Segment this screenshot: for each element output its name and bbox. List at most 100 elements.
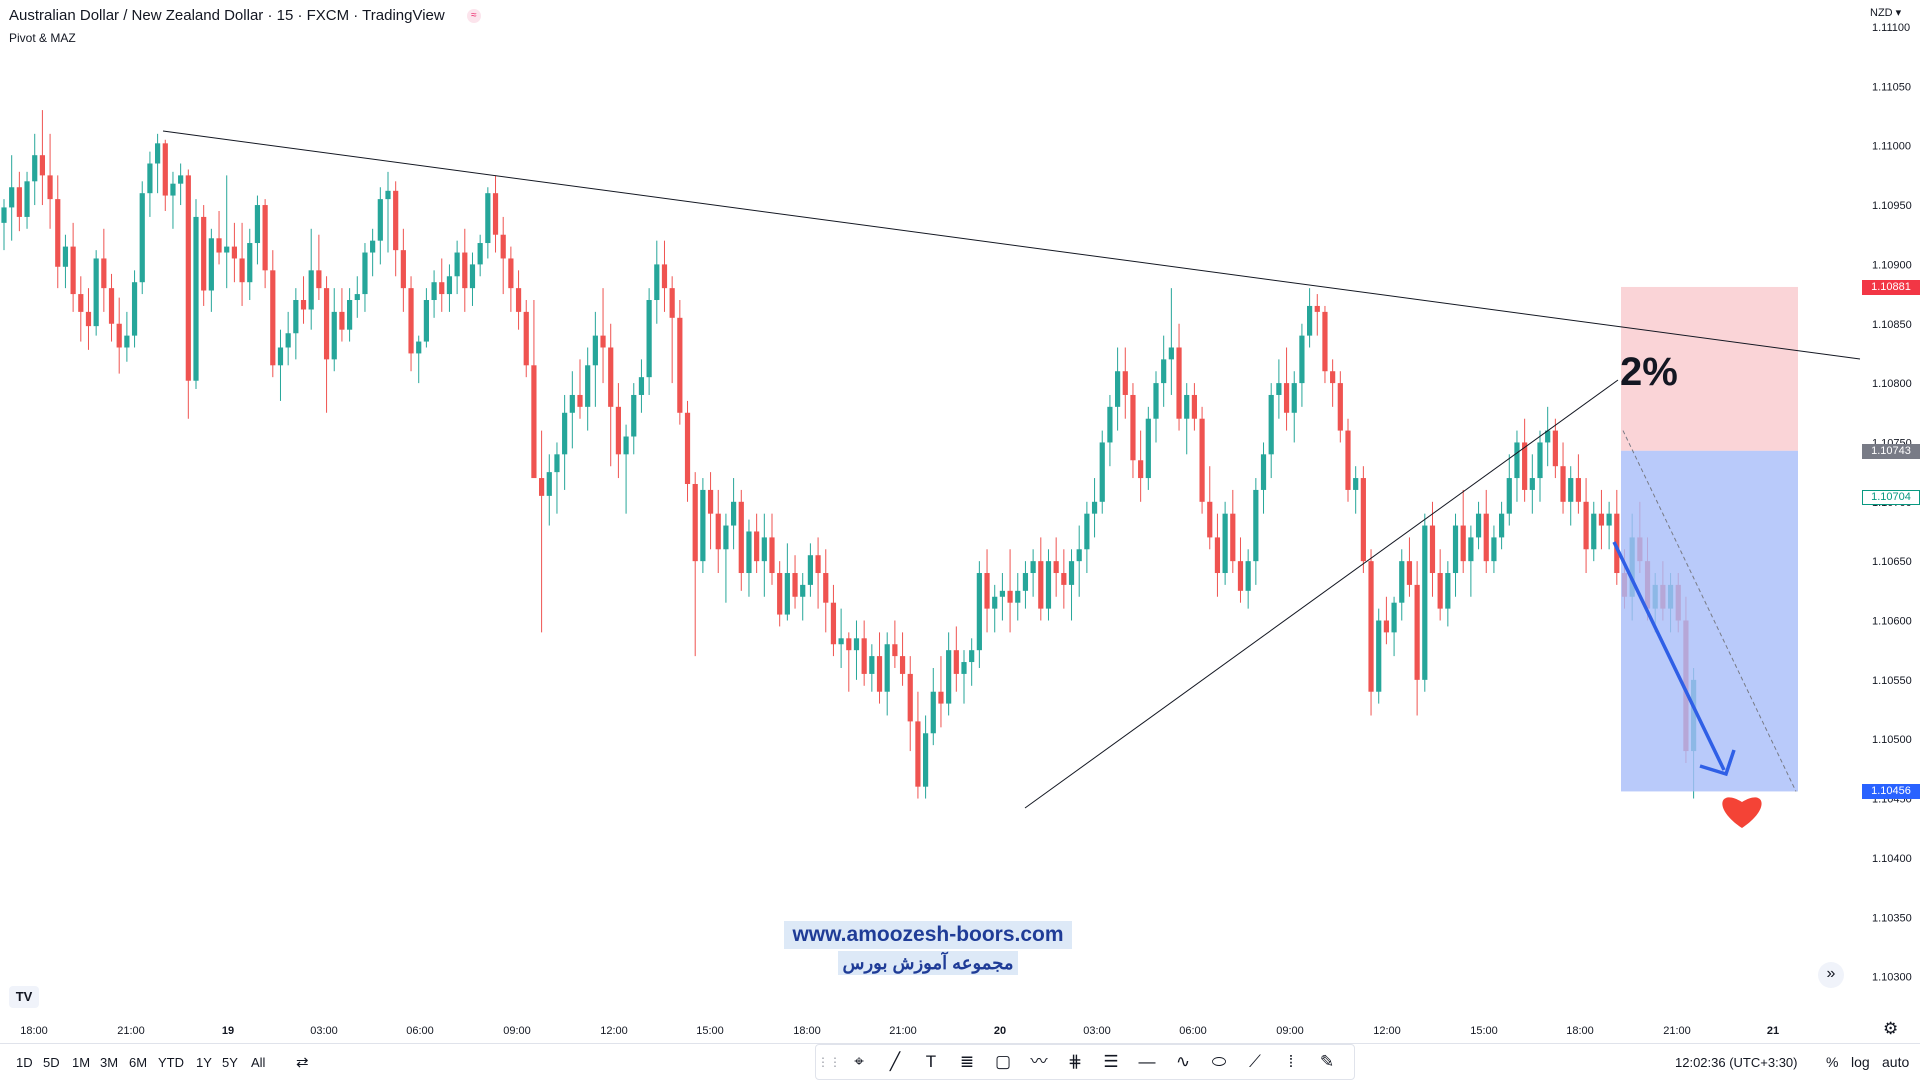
candle-up	[1445, 573, 1451, 609]
currency-selector[interactable]: NZD ▾	[1870, 7, 1902, 19]
candle-down	[1038, 561, 1044, 609]
timeframe-ytd[interactable]: YTD	[158, 1055, 184, 1070]
candle-up	[1022, 573, 1029, 591]
candle-down	[1053, 561, 1059, 574]
log-toggle[interactable]: log	[1851, 1054, 1870, 1070]
auto-toggle[interactable]: auto	[1882, 1054, 1910, 1070]
candle-down	[1414, 584, 1420, 680]
candle-up	[592, 335, 598, 366]
candle-down	[1360, 478, 1366, 562]
trendline-icon[interactable]: ╱	[889, 1052, 901, 1071]
price-tick-label: 1.10500	[1872, 734, 1912, 746]
clock[interactable]: 12:02:36 (UTC+3:30)	[1675, 1055, 1798, 1070]
candle-up	[308, 270, 314, 310]
candle-down	[1314, 305, 1320, 312]
time-tick-label: 06:00	[1179, 1025, 1207, 1037]
candle-down	[669, 288, 675, 318]
candle-up	[930, 691, 936, 734]
candle-down	[1552, 430, 1558, 467]
candle-up	[1084, 513, 1090, 550]
ellipse-icon[interactable]: ⬭	[1211, 1052, 1227, 1071]
percent-toggle[interactable]: %	[1826, 1054, 1839, 1070]
timeframe-5d[interactable]: 5D	[43, 1055, 60, 1070]
candle-down	[500, 234, 506, 259]
text-icon[interactable]: T	[925, 1052, 937, 1071]
candle-up	[700, 489, 706, 562]
rectangle-icon[interactable]: ▢	[994, 1052, 1012, 1071]
drag-handle-icon[interactable]: ⋮⋮	[817, 1055, 841, 1069]
candle-up	[1475, 513, 1482, 538]
candle-down	[78, 294, 84, 312]
candle-up	[277, 347, 284, 366]
candle-up	[1452, 525, 1459, 574]
candle-up	[431, 282, 437, 301]
symbol-title[interactable]: Australian Dollar / New Zealand Dollar ·…	[9, 7, 445, 24]
candle-up	[853, 638, 860, 651]
date-range-icon[interactable]: ⇄	[296, 1054, 309, 1071]
price-tick-label: 1.11000	[1872, 141, 1911, 153]
candle-down	[201, 216, 207, 291]
brush-icon[interactable]: 〰	[1030, 1052, 1048, 1071]
timeframe-1y[interactable]: 1Y	[196, 1055, 212, 1070]
candle-down	[892, 644, 898, 657]
price-tick-label: 1.10850	[1872, 319, 1912, 331]
timeframe-all[interactable]: All	[251, 1055, 266, 1070]
candle-down	[984, 573, 990, 609]
candle-up	[155, 143, 161, 164]
gear-icon[interactable]: ⚙	[1883, 1019, 1899, 1038]
time-tick-label: 06:00	[406, 1025, 434, 1037]
scroll-to-realtime-icon[interactable]: »	[1818, 962, 1844, 988]
candle-up	[631, 394, 637, 437]
price-chart[interactable]: 2% 1.111001.110501.110001.109501.109001.…	[0, 0, 1920, 1040]
price-tick-label: 1.10350	[1872, 912, 1912, 924]
candle-up	[807, 555, 813, 585]
candle-down	[1130, 394, 1136, 461]
watermark: www.amoozesh-boors.com مجموعه آموزش بورس	[784, 921, 1072, 977]
candle-up	[416, 341, 422, 354]
candle-down	[1176, 347, 1182, 419]
pitchfork-icon[interactable]: ⋕	[1067, 1052, 1083, 1071]
candle-up	[446, 276, 453, 295]
candle-down	[1437, 573, 1443, 609]
indicator-label[interactable]: Pivot & MAZ	[9, 31, 76, 45]
candle-down	[615, 406, 621, 455]
candle-up	[961, 662, 967, 674]
horizontal-line-icon[interactable]: —	[1138, 1052, 1156, 1071]
candle-up	[1568, 478, 1574, 502]
candle-down	[846, 638, 852, 651]
descending-trendline	[162, 130, 1861, 360]
candle-up	[254, 205, 261, 244]
candle-down	[600, 335, 606, 348]
candle-down	[408, 288, 414, 354]
timeframe-6m[interactable]: 6M	[129, 1055, 148, 1070]
fib-fan-icon[interactable]: ⟋	[1249, 1052, 1261, 1071]
candle-down	[815, 555, 821, 574]
gann-icon[interactable]: ☰	[1103, 1052, 1119, 1071]
candle-down	[492, 193, 499, 235]
pin-icon[interactable]: ⌖	[854, 1052, 864, 1071]
drawings-layer: 2%	[162, 130, 1861, 828]
wave-icon[interactable]: ≈	[466, 9, 481, 24]
candle-up	[454, 252, 460, 277]
candle-down	[515, 288, 522, 312]
candle-up	[569, 394, 575, 413]
candle-down	[1191, 394, 1197, 419]
candle-up	[62, 246, 69, 267]
pattern-icon[interactable]: ∿	[1175, 1052, 1191, 1071]
timeframe-5y[interactable]: 5Y	[222, 1055, 238, 1070]
candle-up	[178, 175, 184, 184]
candle-down	[1429, 525, 1436, 574]
chart-title[interactable]: Australian Dollar / New Zealand Dollar ·…	[9, 7, 481, 24]
time-tick-label: 03:00	[1083, 1025, 1111, 1037]
candle-up	[784, 573, 790, 615]
timeframe-1m[interactable]: 1M	[72, 1055, 91, 1070]
tradingview-logo-icon[interactable]: TV	[9, 986, 39, 1008]
pen-icon[interactable]: ✎	[1319, 1052, 1335, 1071]
fib-icon[interactable]: ≣	[959, 1052, 975, 1071]
timeframe-3m[interactable]: 3M	[100, 1055, 119, 1070]
vertical-line-icon[interactable]: ⁞	[1288, 1052, 1294, 1071]
time-axis: 18:00 21:00 19 03:00 06:00 09:00 12:00 15:00 18:…	[20, 1025, 1779, 1037]
candle-down	[393, 190, 399, 251]
candle-up	[761, 537, 767, 562]
timeframe-1d[interactable]: 1D	[16, 1055, 33, 1070]
